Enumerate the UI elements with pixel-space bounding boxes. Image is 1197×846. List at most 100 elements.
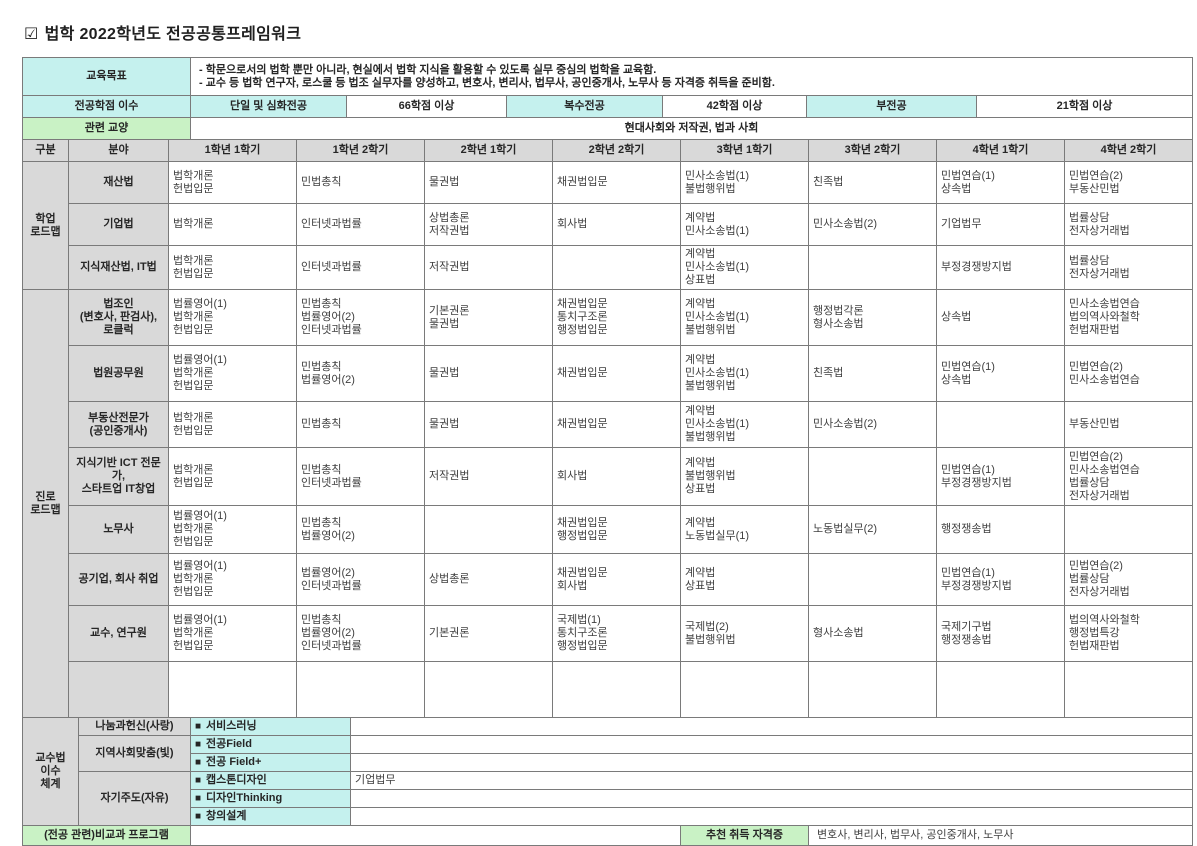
course-cell	[1064, 505, 1193, 554]
course-cell: 민법연습(2) 민사소송법연습 법률상담 전자상거래법	[1064, 447, 1193, 506]
course-cell: 국제법(2) 불법행위법	[680, 605, 809, 662]
course-cell: 민법연습(2) 법률상담 전자상거래법	[1064, 553, 1193, 606]
course-cell: 인터넷과법률	[296, 203, 425, 246]
course-cell: 민법총칙 법률영어(2) 인터넷과법률	[296, 605, 425, 662]
teaching-group-community: 지역사회맞춤(빛)	[78, 735, 191, 772]
goals-text: - 학문으로서의 법학 뿐만 아니라, 현실에서 법학 지식을 활용할 수 있도…	[189, 57, 1194, 96]
credit-type-double: 복수전공	[506, 95, 663, 118]
teaching-item: ■ 전공 Field+	[190, 753, 351, 772]
course-cell	[168, 661, 297, 718]
teaching-item-label: 캡스톤디자인	[206, 774, 267, 786]
course-cell: 채권법입문 회사법	[552, 553, 681, 606]
header-field: 분야	[68, 139, 169, 162]
course-cell: 인터넷과법률	[296, 245, 425, 290]
teaching-item-label: 창의설계	[206, 810, 247, 822]
course-cell	[808, 553, 937, 606]
course-cell	[680, 661, 809, 718]
course-cell: 저작권법	[424, 245, 553, 290]
field-label: 법원공무원	[68, 345, 169, 402]
course-cell	[936, 661, 1065, 718]
course-cell: 민법총칙 법률영어(2) 인터넷과법률	[296, 289, 425, 346]
teaching-item: ■ 전공Field	[190, 735, 351, 754]
course-cell: 법률영어(1) 법학개론 헌법입문	[168, 505, 297, 554]
course-cell: 계약법 민사소송법(1) 불법행위법	[680, 401, 809, 448]
course-cell	[296, 661, 425, 718]
course-cell	[1064, 661, 1193, 718]
course-cell: 친족법	[808, 345, 937, 402]
course-cell: 민법연습(1) 상속법	[936, 161, 1065, 204]
course-cell: 법률영어(2) 인터넷과법률	[296, 553, 425, 606]
teaching-row-capstone: 자기주도(자유) ■ 캡스톤디자인 기업법무	[23, 771, 1193, 826]
course-cell: 민법총칙	[296, 161, 425, 204]
footer-table: (전공 관련)비교과 프로그램 추천 취득 자격증 변호사, 변리사, 법무사,…	[22, 825, 1193, 846]
course-cell	[552, 661, 681, 718]
teaching-item: ■ 서비스러닝	[190, 717, 351, 736]
credit-type-minor: 부전공	[806, 95, 977, 118]
course-cell: 법률영어(1) 법학개론 헌법입문	[168, 605, 297, 662]
extracurricular-value	[190, 825, 681, 846]
course-cell: 부정경쟁방지법	[936, 245, 1065, 290]
checkbox-icon: ☑	[24, 26, 39, 43]
course-cell: 상법총론	[424, 553, 553, 606]
course-cell: 국제기구법 행정쟁송법	[936, 605, 1065, 662]
field-label: 노무사	[68, 505, 169, 554]
course-cell: 물권법	[424, 401, 553, 448]
teaching-row-service-learning: 교수법 이수 체계 나눔과헌신(사랑) ■ 서비스러닝	[22, 717, 1193, 826]
header-sem-2-2: 2학년 2학기	[552, 139, 681, 162]
page-title-text: 법학 2022학년도 전공공통프레임워크	[44, 26, 302, 43]
course-cell: 회사법	[552, 447, 681, 506]
course-cell: 부동산민법	[1064, 401, 1193, 448]
teaching-item: ■ 캡스톤디자인	[190, 771, 351, 790]
bullet-square-icon: ■	[195, 793, 202, 804]
course-cell: 민법연습(1) 부정경쟁방지법	[936, 553, 1065, 606]
grid-header-row: 구분 분야 1학년 1학기 1학년 2학기 2학년 1학기 2학년 2학기 3학…	[22, 139, 1193, 162]
teaching-group-sharing: 나눔과헌신(사랑)	[78, 717, 191, 736]
row-company-employment: 공기업, 회사 취업 법률영어(1) 법학개론 헌법입문 법률영어(2) 인터넷…	[23, 553, 1193, 606]
field-label: 공기업, 회사 취업	[68, 553, 169, 606]
goals-row: 교육목표 - 학문으로서의 법학 뿐만 아니라, 현실에서 법학 지식을 활용할…	[22, 57, 1194, 96]
row-ict-expert: 지식기반 ICT 전문가, 스타트업 IT창업 법학개론 헌법입문 민법총칙 인…	[23, 447, 1193, 506]
teaching-item-label: 전공Field	[206, 738, 252, 750]
field-label: 지식재산법, IT법	[68, 245, 169, 290]
footer-row: (전공 관련)비교과 프로그램 추천 취득 자격증 변호사, 변리사, 법무사,…	[22, 825, 1193, 846]
row-professor-researcher-2	[23, 661, 1193, 718]
course-cell: 민법총칙 인터넷과법률	[296, 447, 425, 506]
row-legal-profession: 진로 로드맵 법조인 (변호사, 판검사), 로클럭 법률영어(1) 법학개론 …	[22, 289, 1193, 718]
course-cell: 기본권론 물권법	[424, 289, 553, 346]
course-cell: 계약법 노동법실무(1)	[680, 505, 809, 554]
credits-label: 전공학점 이수	[22, 95, 191, 118]
course-cell: 채권법입문	[552, 401, 681, 448]
course-cell	[552, 245, 681, 290]
course-cell: 법률상담 전자상거래법	[1064, 203, 1193, 246]
liberal-arts-label: 관련 교양	[22, 117, 191, 140]
course-cell: 기업법무	[936, 203, 1065, 246]
course-cell: 노동법실무(2)	[808, 505, 937, 554]
course-cell	[424, 661, 553, 718]
course-cell: 물권법	[424, 161, 553, 204]
teaching-item-label: 서비스러닝	[206, 720, 257, 732]
header-sem-2-1: 2학년 1학기	[424, 139, 553, 162]
course-cell: 기본권론	[424, 605, 553, 662]
row-property-law: 학업 로드맵 재산법 법학개론 헌법입문 민법총칙 물권법 채권법입문 민사소송…	[22, 161, 1193, 290]
field-label: 부동산전문가 (공인중개사)	[68, 401, 169, 448]
goals-label: 교육목표	[22, 57, 191, 96]
header-sem-3-1: 3학년 1학기	[680, 139, 809, 162]
course-cell: 저작권법	[424, 447, 553, 506]
row-court-official: 법원공무원 법률영어(1) 법학개론 헌법입문 민법총칙 법률영어(2) 물권법…	[23, 345, 1193, 402]
course-cell: 법의역사와철학 행정법특강 헌법재판법	[1064, 605, 1193, 662]
teaching-item: ■ 디자인Thinking	[190, 789, 351, 808]
license-label: 추천 취득 자격증	[680, 825, 809, 846]
extracurricular-label: (전공 관련)비교과 프로그램	[22, 825, 191, 846]
license-value: 변호사, 변리사, 법무사, 공인중개사, 노무사	[808, 825, 1193, 846]
course-cell	[424, 505, 553, 554]
teaching-item-label: 디자인Thinking	[206, 792, 283, 804]
course-cell: 회사법	[552, 203, 681, 246]
course-cell: 민법총칙 법률영어(2)	[296, 505, 425, 554]
course-cell: 민법연습(2) 민사소송법연습	[1064, 345, 1193, 402]
field-label: 교수, 연구원	[68, 605, 169, 662]
bullet-square-icon: ■	[195, 811, 202, 822]
row-corporate-law: 기업법 법학개론 인터넷과법률 상법총론 저작권법 회사법 계약법 민사소송법(…	[23, 203, 1193, 246]
course-cell: 채권법입문 행정법입문	[552, 505, 681, 554]
course-cell: 계약법 상표법	[680, 553, 809, 606]
bullet-square-icon: ■	[195, 757, 202, 768]
